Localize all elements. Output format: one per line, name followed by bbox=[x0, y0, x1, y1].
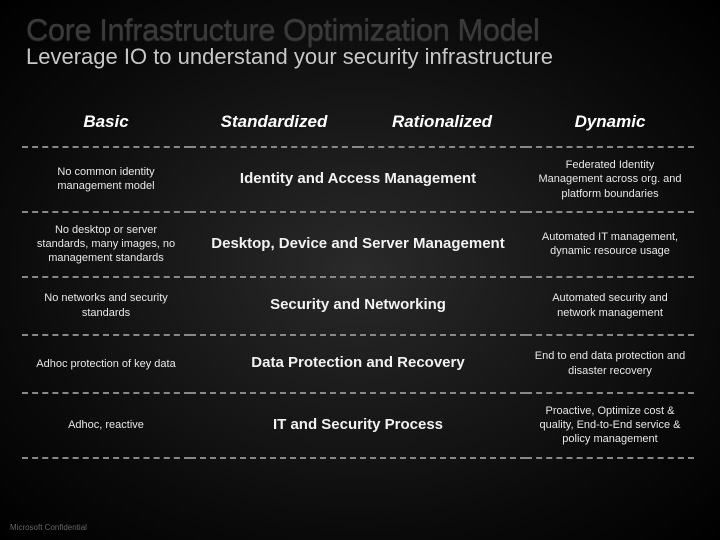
table-cell-dynamic: Automated security and network managemen… bbox=[526, 278, 694, 336]
table-cell-dynamic: End to end data protection and disaster … bbox=[526, 336, 694, 394]
column-header-standardized: Standardized bbox=[190, 102, 358, 148]
table-cell-capability: Desktop, Device and Server Management bbox=[190, 213, 526, 278]
column-header-dynamic: Dynamic bbox=[526, 102, 694, 148]
table-cell-dynamic: Proactive, Optimize cost & quality, End-… bbox=[526, 394, 694, 459]
table-cell-basic: No desktop or server standards, many ima… bbox=[22, 213, 190, 278]
maturity-table: Basic Standardized Rationalized Dynamic … bbox=[0, 74, 720, 459]
column-header-basic: Basic bbox=[22, 102, 190, 148]
table-cell-basic: Adhoc, reactive bbox=[22, 394, 190, 459]
table-cell-capability: IT and Security Process bbox=[190, 394, 526, 459]
table-cell-dynamic: Federated Identity Management across org… bbox=[526, 148, 694, 213]
table-cell-basic: No common identity management model bbox=[22, 148, 190, 213]
page-subtitle: Leverage IO to understand your security … bbox=[26, 44, 694, 70]
table-cell-basic: No networks and security standards bbox=[22, 278, 190, 336]
table-cell-basic: Adhoc protection of key data bbox=[22, 336, 190, 394]
table-cell-capability: Data Protection and Recovery bbox=[190, 336, 526, 394]
table-cell-dynamic: Automated IT management, dynamic resourc… bbox=[526, 213, 694, 278]
footer-confidential: Microsoft Confidential bbox=[10, 523, 87, 532]
table-cell-capability: Security and Networking bbox=[190, 278, 526, 336]
column-header-rationalized: Rationalized bbox=[358, 102, 526, 148]
page-title: Core Infrastructure Optimization Model bbox=[26, 12, 694, 48]
table-cell-capability: Identity and Access Management bbox=[190, 148, 526, 213]
